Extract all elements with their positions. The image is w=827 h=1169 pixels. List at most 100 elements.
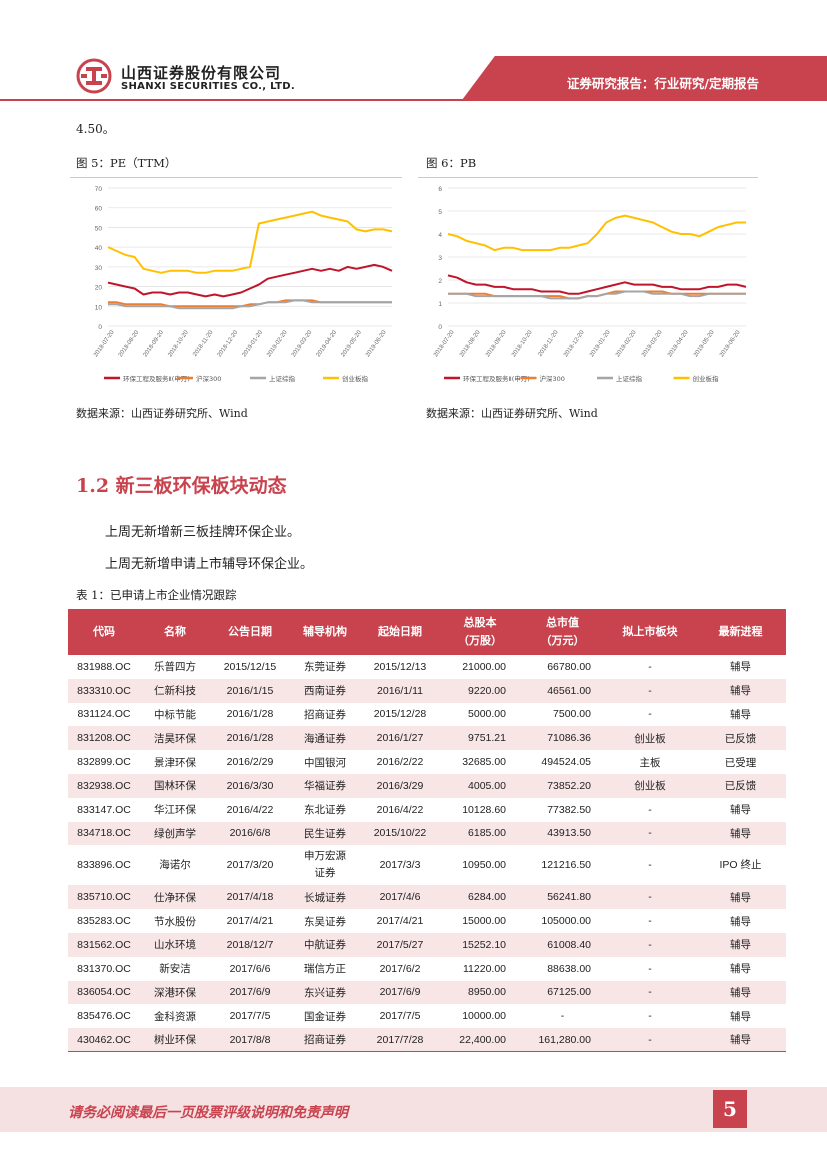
table-cell: 43913.50 — [520, 821, 605, 846]
x-tick-label: 2019-05-20 — [693, 329, 716, 358]
legend-entry: 沪深300 — [540, 374, 565, 383]
table-cell: 辅导 — [730, 963, 751, 976]
table-cell: - — [648, 708, 652, 721]
legend-entry: 创业板指 — [693, 374, 720, 383]
table-cell: 中标节能 — [154, 708, 196, 721]
company-name-en: SHANXI SECURITIES CO., LTD. — [121, 81, 295, 92]
table-cell: 2017/7/28 — [360, 1028, 440, 1053]
company-logo-icon — [76, 58, 112, 94]
table-cell: 辅导 — [730, 661, 751, 674]
table-cell: - — [648, 1010, 652, 1023]
table-cell: 仁新科技 — [140, 678, 210, 703]
table-cell: 61008.40 — [520, 932, 605, 957]
figure-5-source: 数据来源：山西证券研究所、Wind — [76, 407, 248, 420]
table-cell: 2016/4/22 — [376, 803, 424, 816]
table-cell: 辅导 — [730, 804, 751, 817]
table-cell: 招商证券 — [304, 708, 346, 721]
table-cell: 创业板 — [605, 773, 695, 798]
table-cell: 56241.80 — [520, 885, 605, 910]
table-cell: - — [605, 932, 695, 957]
x-tick-label: 2018-12-20 — [563, 329, 586, 358]
table-cell: 6185.00 — [440, 821, 520, 846]
y-tick-label: 10 — [95, 304, 103, 311]
x-tick-label: 2019-03-20 — [291, 329, 314, 358]
legend-entry: 沪深300 — [196, 374, 221, 383]
table-cell: - — [605, 678, 695, 703]
x-tick-label: 2019-06-20 — [365, 329, 388, 358]
table-cell: 辅导 — [695, 1028, 786, 1053]
table-cell: 2017/3/20 — [226, 858, 274, 871]
table-row: 831124.OC 中标节能 2016/1/28 招商证券 2015/12/28 5000… — [68, 703, 786, 727]
table-cell: 辅导 — [695, 932, 786, 957]
table-cell: 2015/10/22 — [360, 821, 440, 846]
table-cell: 景津环保 — [154, 756, 196, 769]
y-tick-label: 20 — [95, 285, 103, 292]
y-tick-label: 50 — [95, 225, 103, 232]
table-cell: 2017/4/21 — [376, 915, 424, 928]
y-tick-label: 0 — [438, 324, 442, 331]
table-cell: 9220.00 — [440, 678, 520, 703]
table-cell: 835283.OC — [77, 915, 131, 928]
table-cell: - — [648, 962, 652, 975]
table-cell: 2017/8/8 — [210, 1028, 290, 1053]
figure-6-source: 数据来源：山西证券研究所、Wind — [426, 407, 598, 420]
table-cell: 乐普四方 — [154, 661, 196, 674]
table-cell: 2016/1/27 — [360, 726, 440, 751]
figure-5-title: 图 5：PE（TTM） — [76, 156, 177, 170]
column-header: 辅导机构 — [290, 609, 360, 655]
table-cell: 中航证券 — [290, 932, 360, 957]
column-header: 名称 — [140, 609, 210, 655]
table-cell: 73852.20 — [520, 773, 605, 798]
header-band — [462, 56, 827, 100]
table-row: 831562.OC 山水环境 2018/12/7 中航证券 2017/5/27 15252… — [68, 932, 786, 957]
table-cell: 辅导 — [695, 980, 786, 1005]
table-cell: 华福证券 — [290, 773, 360, 798]
paragraph-1: 上周无新增新三板挂牌环保企业。 — [105, 525, 301, 540]
legend-entry: 环保工程及服务Ⅱ(申万) — [123, 374, 190, 383]
table-cell: 海通证券 — [290, 726, 360, 751]
legend-entry: 上证综指 — [616, 374, 643, 383]
x-tick-label: 2018-11-20 — [192, 329, 215, 358]
table-row: 832899.OC 景津环保 2016/2/29 中国银河 2016/2/22 32685… — [68, 750, 786, 774]
column-header: 总市值 （万元） — [520, 609, 605, 655]
table-cell: 2016/3/30 — [210, 773, 290, 798]
table-cell: 831988.OC — [77, 660, 131, 673]
table-cell: 835476.OC — [77, 1010, 131, 1023]
table-cell: 2017/6/6 — [229, 962, 271, 975]
figure-5-top-rule — [70, 177, 402, 178]
y-tick-label: 2 — [438, 278, 442, 285]
table-cell: - — [648, 660, 652, 673]
table-body: 831988.OC 乐普四方 2015/12/15 东莞证券 2015/12/13 210… — [68, 655, 786, 1053]
table-cell: 6284.00 — [440, 885, 520, 910]
continued-text: 4.50。 — [76, 122, 115, 136]
column-header: 起始日期 — [360, 609, 440, 655]
table-cell: 831208.OC — [68, 726, 140, 751]
series-line — [107, 263, 393, 298]
table-cell: 2017/7/5 — [229, 1010, 271, 1023]
table-cell: 8950.00 — [440, 980, 520, 1005]
table-cell: 瑞信方正 — [304, 963, 346, 976]
report-type: 证券研究报告：行业研究/定期报告 — [566, 76, 759, 91]
table-cell: 仕净环保 — [140, 885, 210, 910]
y-tick-label: 70 — [95, 186, 103, 193]
table-cell: 22,400.00 — [440, 1028, 520, 1053]
table-cell: 832938.OC — [68, 773, 140, 798]
table-cell: 新安洁 — [159, 963, 191, 976]
x-tick-label: 2018-09-20 — [143, 329, 166, 358]
x-tick-label: 2019-02-20 — [615, 329, 638, 358]
table-cell: 洁昊环保 — [140, 726, 210, 751]
table-cell: 已反馈 — [695, 726, 786, 751]
table-row: 835283.OC 节水股份 2017/4/21 东吴证券 2017/4/21 15000… — [68, 909, 786, 933]
table-row: 833896.OC 海诺尔 2017/3/20 申万宏源 证券 2017/3/3 10950… — [68, 845, 786, 885]
table-cell: 833896.OC — [77, 858, 131, 871]
company-name-cn: 山西证券股份有限公司 — [121, 64, 282, 82]
table-cell: 21000.00 — [462, 660, 506, 673]
table-cell: 833310.OC — [68, 678, 140, 703]
table-cell: 2017/4/6 — [360, 885, 440, 910]
legend-entry: 上证综指 — [269, 374, 296, 383]
table-caption: 表 1：已申请上市企业情况跟踪 — [76, 588, 237, 602]
series-line — [108, 299, 392, 310]
table-cell: 2016/1/28 — [226, 708, 274, 721]
y-tick-label: 1 — [438, 301, 442, 308]
